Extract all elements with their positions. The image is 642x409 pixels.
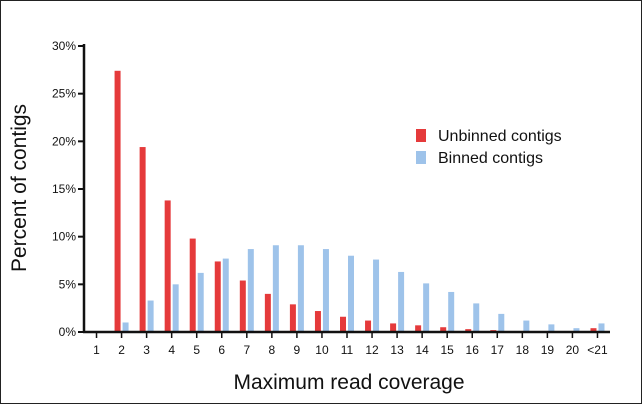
y-tick-label: 15% [52, 182, 76, 196]
x-tick-label: 14 [415, 343, 429, 357]
bar-binned-3 [147, 300, 154, 332]
x-tick-label: 7 [243, 343, 250, 357]
bar-binned-20 [573, 328, 580, 332]
legend-label-unbinned: Unbinned contigs [438, 128, 562, 145]
y-tick-label: 30% [52, 39, 76, 53]
bar-binned-12 [373, 259, 380, 332]
x-tick-label: 17 [491, 343, 505, 357]
bar-unbinned-14 [415, 325, 422, 332]
y-tick-label: 5% [59, 277, 77, 291]
x-tick-label: 20 [566, 343, 580, 357]
legend-swatch-unbinned [416, 129, 426, 142]
y-axis-title: Percent of contigs [8, 104, 31, 272]
bar-unbinned-9 [289, 304, 296, 332]
bar-binned-15 [448, 291, 455, 332]
bar-binned-8 [272, 245, 279, 332]
x-tick-label: 19 [541, 343, 555, 357]
bars-layer [114, 70, 605, 332]
x-tick-label: 15 [441, 343, 455, 357]
bar-unbinned-15 [440, 327, 447, 332]
bar-binned-17 [498, 313, 505, 332]
legend-swatch-binned [416, 151, 426, 164]
bar-binned-10 [322, 249, 329, 332]
bar-binned-14 [423, 283, 430, 332]
bar-unbinned-21 [590, 328, 597, 332]
bar-binned-21 [598, 323, 605, 332]
bar-unbinned-13 [390, 323, 397, 332]
bar-unbinned-6 [214, 261, 221, 332]
bar-binned-7 [247, 249, 254, 332]
bar-unbinned-7 [239, 280, 246, 332]
x-tick-label: 10 [315, 343, 329, 357]
legend-label-binned: Binned contigs [438, 150, 543, 167]
x-tick-label: 18 [516, 343, 530, 357]
bar-unbinned-11 [340, 316, 346, 332]
bar-unbinned-3 [139, 147, 146, 332]
y-tick-label: 10% [52, 230, 76, 244]
bar-unbinned-12 [365, 320, 372, 332]
axes-layer: 0%5%10%15%20%25%30%1 2 3 4 5 6 7 8 9 10 11 12 13 14 15… [52, 39, 610, 357]
bar-binned-18 [523, 320, 530, 332]
bar-unbinned-8 [264, 293, 271, 332]
bar-binned-16 [473, 303, 480, 332]
y-tick-label: 20% [52, 134, 76, 148]
x-tick-label: 4 [168, 343, 175, 357]
x-tick-label: 2 [118, 343, 125, 357]
x-tick-label: 5 [193, 343, 200, 357]
bar-unbinned-10 [314, 311, 321, 332]
bar-binned-9 [297, 245, 304, 332]
x-tick-label: 13 [390, 343, 404, 357]
bar-unbinned-2 [114, 70, 121, 332]
x-tick-label: 12 [365, 343, 379, 357]
x-tick-label: 8 [269, 343, 276, 357]
x-tick-label: 16 [466, 343, 480, 357]
bar-binned-4 [172, 284, 179, 332]
x-axis-title: Maximum read coverage [233, 371, 464, 394]
bar-unbinned-5 [189, 238, 196, 332]
bar-unbinned-16 [465, 329, 472, 332]
x-tick-label: 1 [93, 343, 100, 357]
bar-unbinned-4 [164, 200, 171, 332]
bar-binned-6 [222, 258, 229, 332]
legend: Unbinned contigs Binned contigs [416, 128, 562, 167]
bar-binned-5 [197, 272, 204, 332]
bar-binned-13 [398, 271, 405, 332]
x-tick-label: <21 [587, 343, 608, 357]
y-tick-label: 0% [59, 325, 77, 339]
x-tick-label: 9 [294, 343, 301, 357]
bar-binned-2 [122, 322, 129, 332]
x-tick-label: 6 [218, 343, 225, 357]
x-tick-label: 3 [143, 343, 150, 357]
y-tick-label: 25% [52, 87, 76, 101]
x-tick-label: 11 [341, 343, 354, 357]
bar-binned-19 [548, 324, 555, 332]
bar-binned-11 [348, 255, 354, 332]
